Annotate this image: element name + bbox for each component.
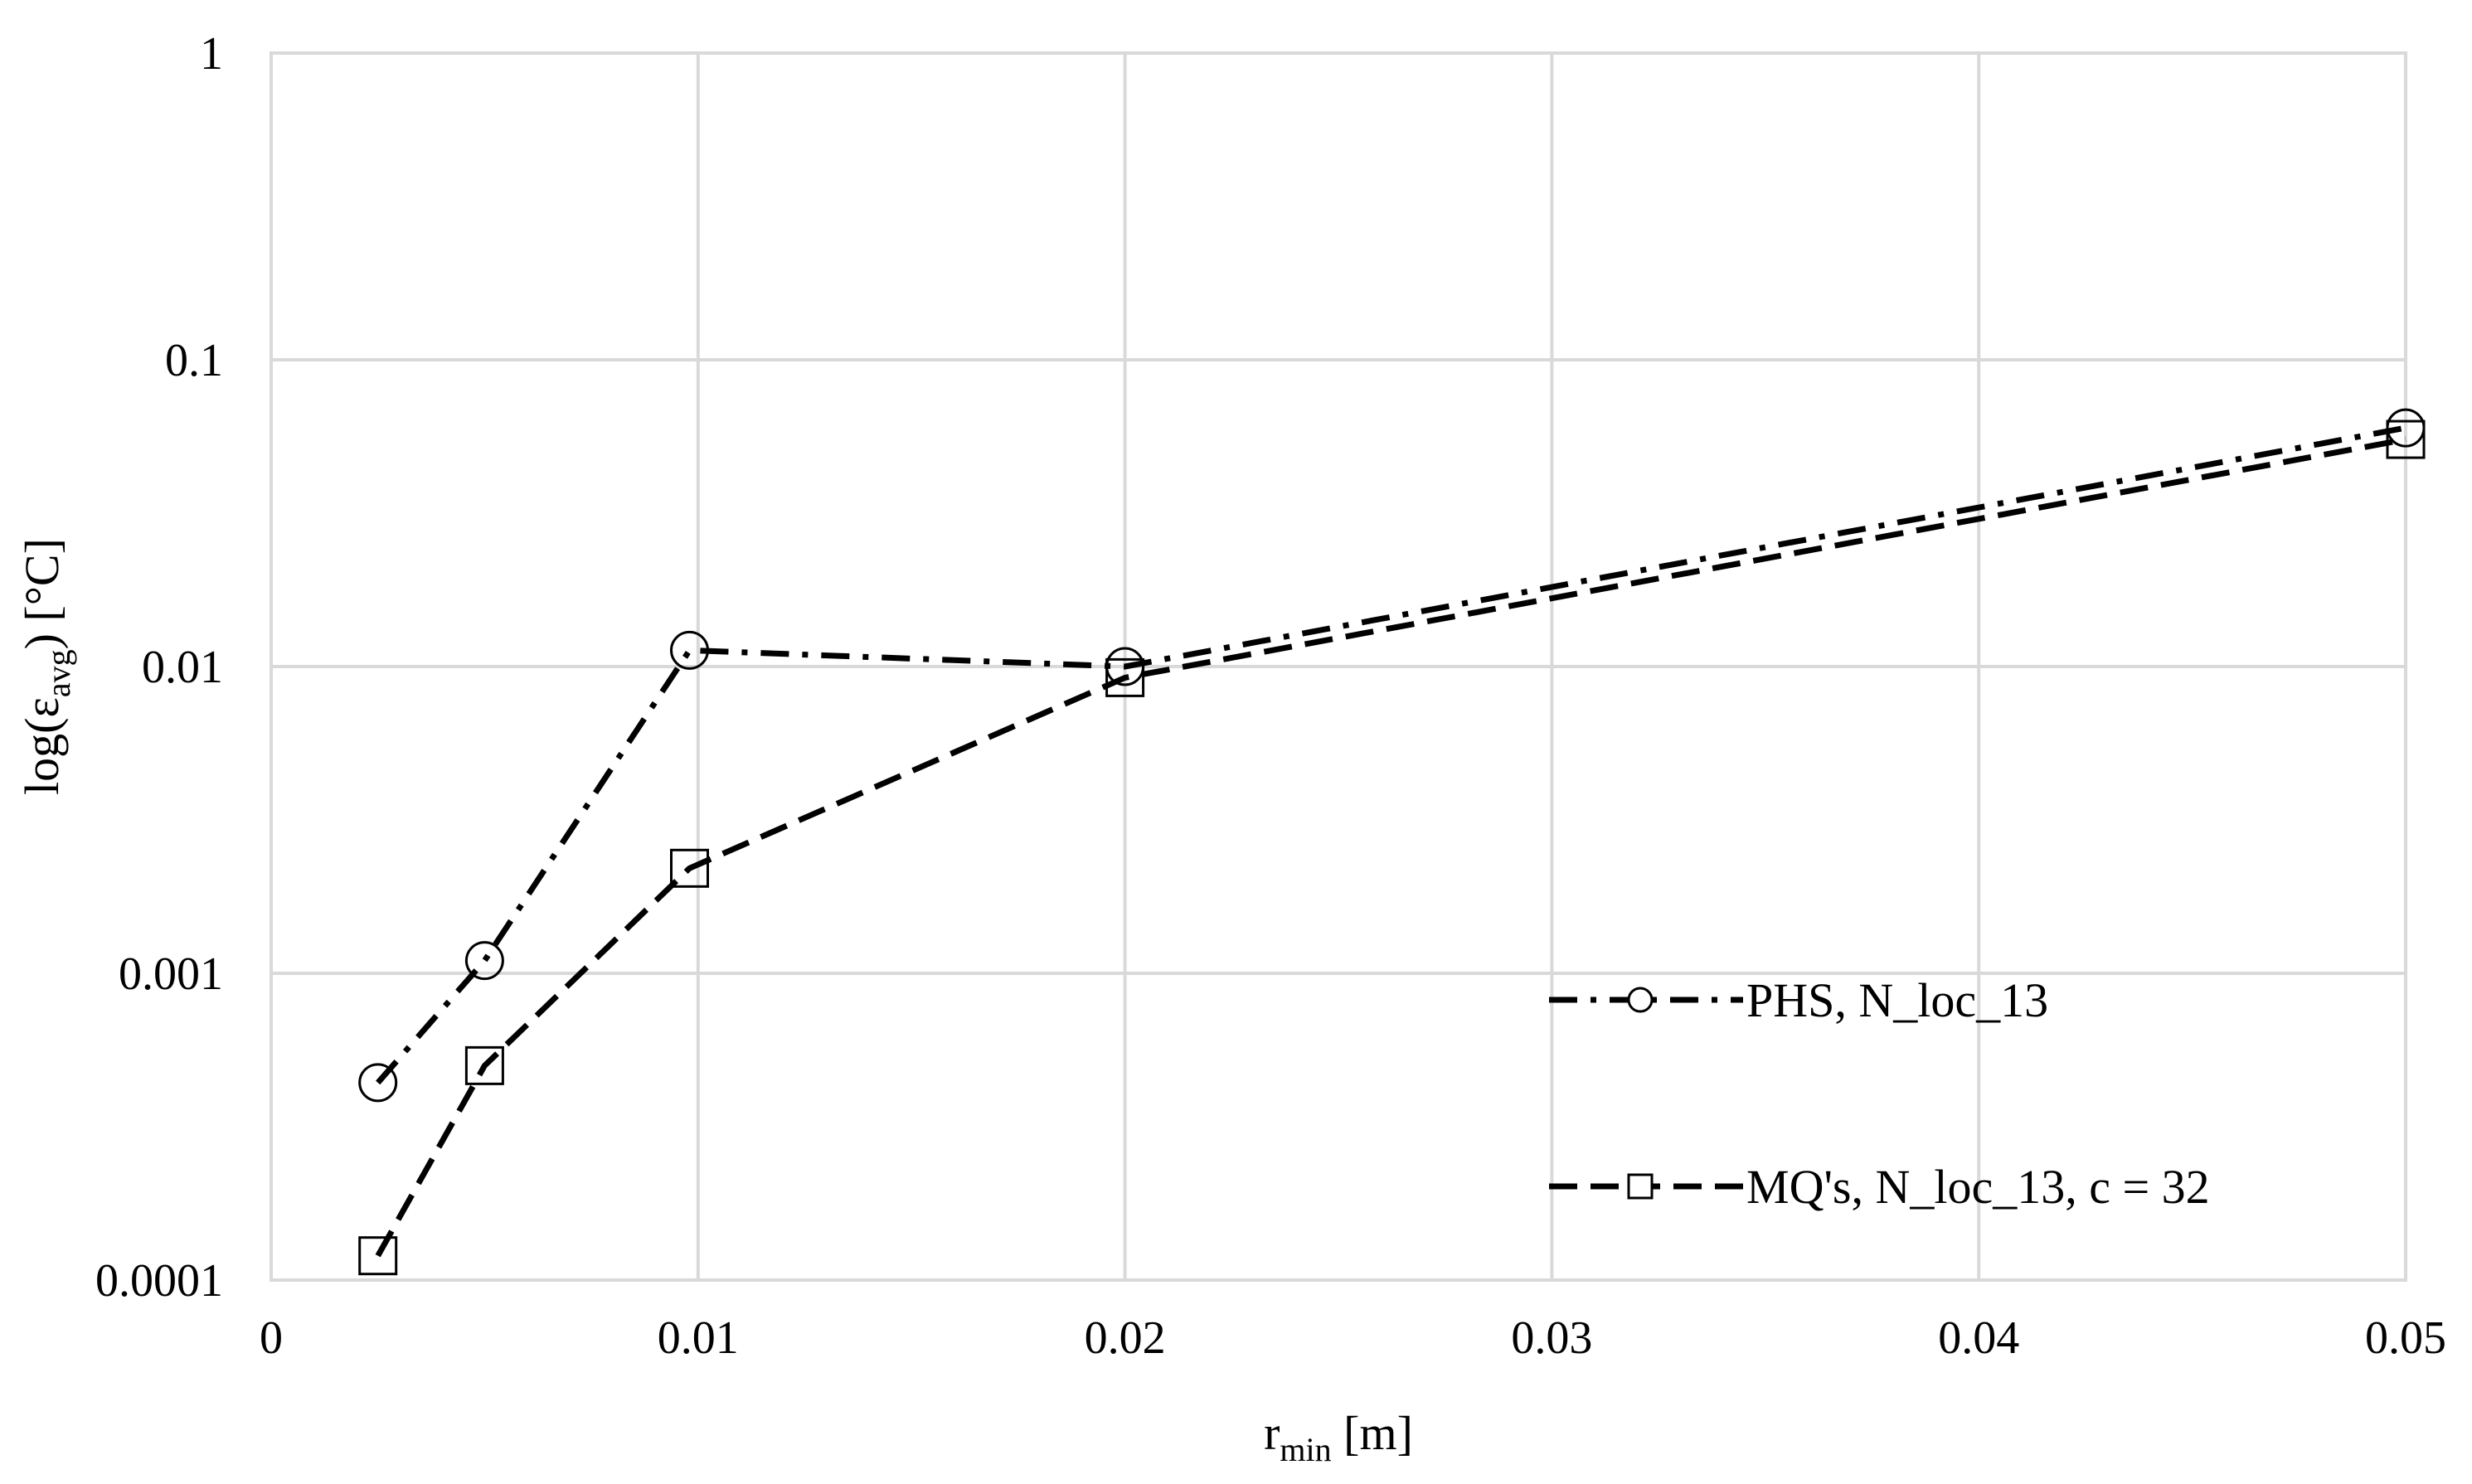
legend-marker-square <box>1627 1173 1654 1200</box>
data-point-circle <box>670 630 710 670</box>
x-axis-title-main: r <box>1264 1406 1280 1460</box>
series-mq <box>358 419 2426 1276</box>
y-tick-label: 0.1 <box>165 335 223 386</box>
y-axis-title: log(εavg) [°C] <box>15 538 77 795</box>
series-line <box>375 436 2406 1258</box>
y-axis-title-subscript: avg <box>40 649 77 697</box>
x-tick-label: 0 <box>260 1312 283 1364</box>
y-axis-title-suffix: ) [°C] <box>15 538 69 649</box>
legend-item-mq: MQ's, N_loc_13, c = 32 <box>1549 1160 2210 1214</box>
y-tick-label: 0.01 <box>142 642 223 693</box>
x-axis-title-suffix: [m] <box>1332 1406 1413 1460</box>
x-tick-label: 0.04 <box>1938 1312 2019 1364</box>
x-tick-label: 0.02 <box>1085 1312 1166 1364</box>
series-line <box>376 424 2406 1085</box>
legend-marker-circle <box>1627 987 1654 1013</box>
series-phs <box>358 408 2426 1103</box>
y-axis-tick-labels: 0.0001 0.001 0.01 0.1 1 <box>95 28 223 1307</box>
x-tick-label: 0.01 <box>658 1312 739 1364</box>
data-point-square <box>670 848 710 888</box>
y-tick-label: 0.001 <box>119 948 223 1000</box>
x-tick-label: 0.03 <box>1511 1312 1592 1364</box>
plot-area-border <box>270 51 2407 1282</box>
data-point-circle <box>358 1063 398 1103</box>
x-axis-title: rmin [m] <box>1264 1406 1413 1468</box>
legend-label-mq: MQ's, N_loc_13, c = 32 <box>1746 1160 2210 1214</box>
legend-label-phs: PHS, N_loc_13 <box>1746 973 2048 1027</box>
y-tick-label: 0.0001 <box>95 1255 223 1307</box>
x-axis-tick-labels: 0 0.01 0.02 0.03 0.04 0.05 <box>260 1312 2446 1364</box>
series-layer <box>358 408 2426 1276</box>
y-tick-label: 1 <box>200 28 223 80</box>
data-point-square <box>1105 657 1145 697</box>
y-axis-title-prefix: log(ε <box>15 697 69 795</box>
x-axis-title-subscript: min <box>1280 1431 1331 1468</box>
legend-item-phs: PHS, N_loc_13 <box>1549 973 2048 1027</box>
data-point-square <box>2386 419 2426 459</box>
data-point-square <box>358 1236 398 1276</box>
legend: PHS, N_loc_13 MQ's, N_loc_13, c = 32 <box>1549 973 2210 1214</box>
data-point-square <box>464 1045 504 1085</box>
data-point-circle <box>464 941 504 981</box>
x-tick-label: 0.05 <box>2365 1312 2446 1364</box>
